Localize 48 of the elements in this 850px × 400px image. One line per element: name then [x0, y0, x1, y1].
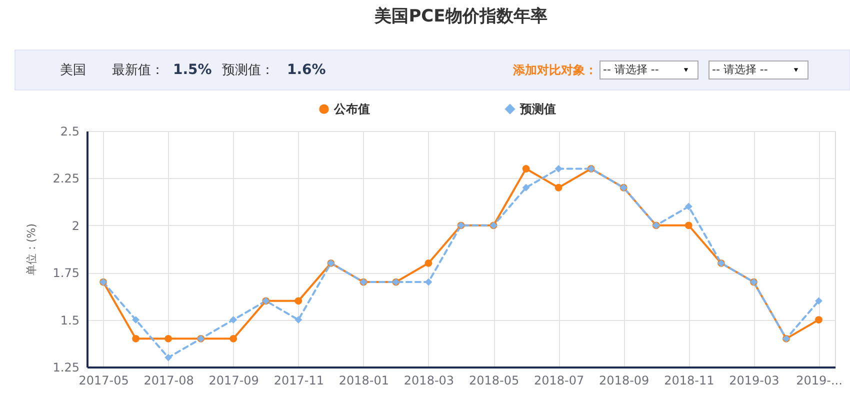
point [684, 202, 692, 210]
x-tick-label: 2018-03 [404, 374, 454, 388]
point [230, 334, 238, 342]
x-tick-label: 2018-11 [664, 374, 714, 388]
text: -- 请选择 -- [712, 63, 768, 76]
point [294, 297, 302, 305]
text: 添加对比对象： [512, 63, 597, 77]
text: 最新值： [112, 63, 164, 78]
y-tick-label: 2 [72, 218, 80, 233]
x-tick-label: 2018-09 [599, 374, 650, 388]
point [522, 184, 530, 192]
legend-label: 预测值 [519, 102, 556, 116]
x-tick-label: 2018-01 [338, 374, 390, 388]
x-tick-label: 2019-03 [729, 374, 780, 388]
y-axis-title: 单位：(%) [24, 223, 38, 276]
text: 美国 [60, 62, 86, 78]
point [554, 184, 562, 192]
chart-title: 美国PCE物价指数年率 [374, 6, 548, 26]
y-tick-label: 1.25 [52, 360, 80, 374]
text: -- 请选择 -- [603, 63, 659, 76]
point [132, 316, 140, 324]
y-tick-label: 1.75 [52, 266, 80, 280]
point [294, 316, 302, 324]
point [554, 165, 562, 172]
y-tick-label: 1.5 [60, 313, 80, 328]
y-tick-label: 2.5 [60, 124, 80, 138]
y-tick-label: 2.25 [52, 172, 80, 186]
point [424, 259, 432, 267]
legend-label: 公布值 [333, 102, 370, 116]
point [684, 222, 692, 230]
text: 1.5% [173, 62, 212, 78]
point [522, 165, 530, 172]
point [164, 334, 172, 342]
point [815, 316, 822, 324]
x-tick-label: 2017-11 [274, 374, 324, 388]
x-tick-label: 2019-... [796, 374, 842, 388]
x-tick-label: 2018-05 [468, 374, 520, 388]
x-tick-label: 2017-09 [208, 374, 259, 388]
x-tick-label: 2017-08 [144, 374, 194, 388]
x-tick-label: 2017-05 [78, 374, 129, 388]
point [230, 316, 238, 324]
text: 预测值： [222, 63, 274, 78]
point [815, 297, 822, 305]
x-tick-label: 2018-07 [534, 374, 584, 388]
point [424, 278, 432, 286]
text: 1.6% [287, 62, 326, 78]
point [132, 334, 140, 342]
point [164, 354, 172, 362]
